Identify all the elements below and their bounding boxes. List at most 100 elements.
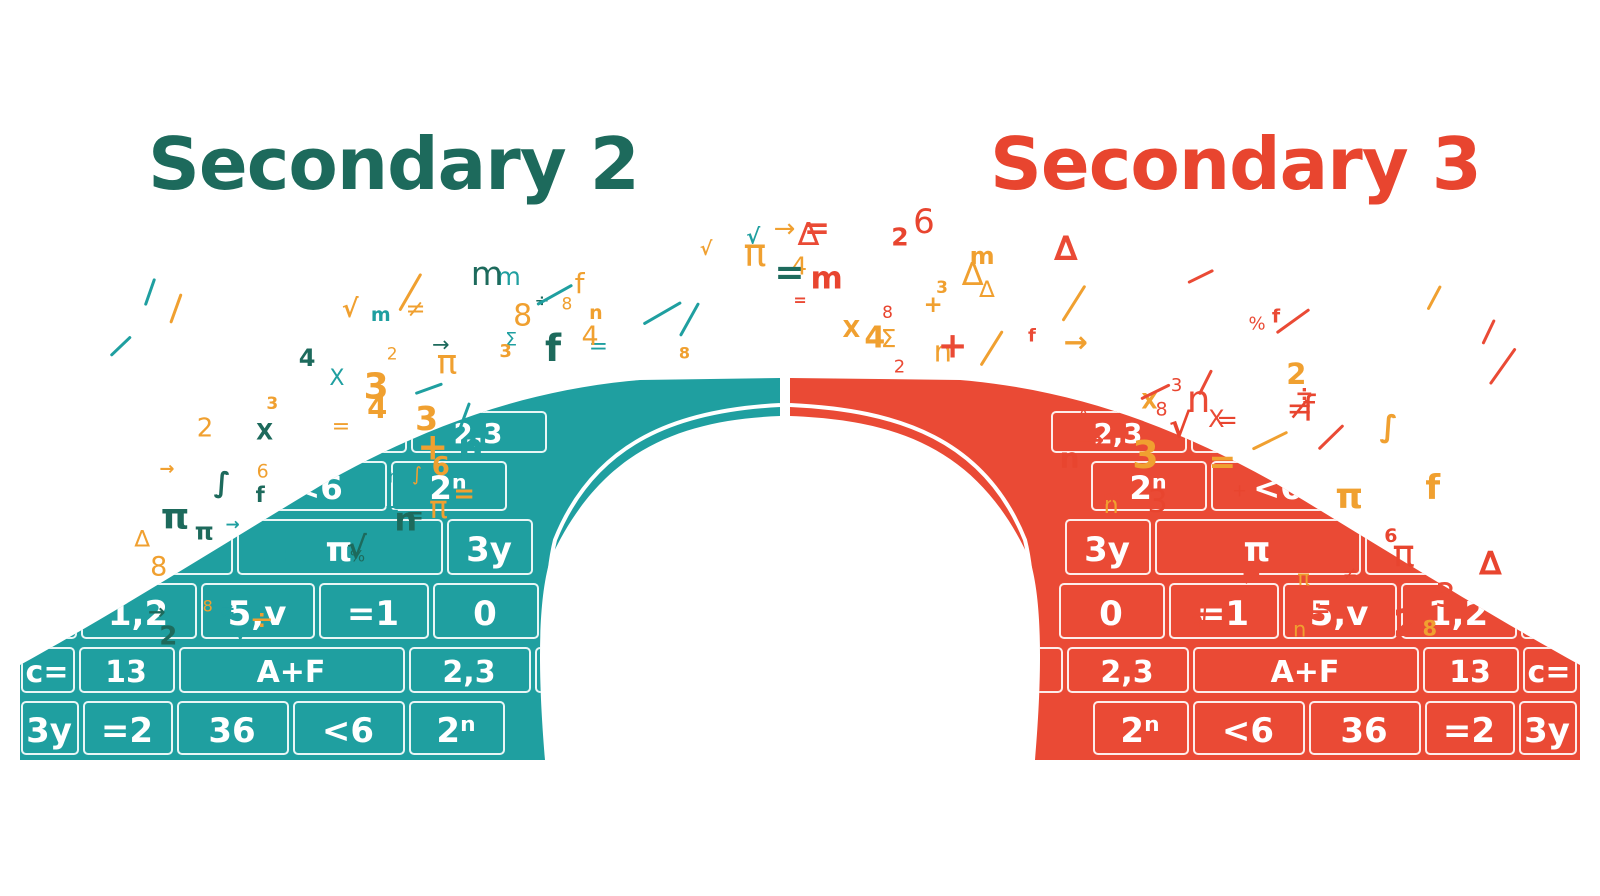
svg-text:m: m [371, 304, 391, 326]
svg-text:2: 2 [159, 622, 177, 652]
svg-text:=: = [589, 333, 608, 359]
svg-text:÷: ÷ [1491, 385, 1504, 403]
secondary-2-heading: Secondary 2 [148, 122, 640, 206]
svg-text:∆: ∆ [1054, 229, 1078, 269]
svg-text:4: 4 [253, 385, 264, 403]
svg-text:4: 4 [299, 344, 316, 372]
svg-text:∆: ∆ [961, 255, 984, 293]
svg-text:Σ: Σ [56, 530, 79, 570]
svg-text:→: → [432, 332, 450, 356]
svg-text:n: n [1293, 618, 1306, 642]
svg-text:=: = [804, 210, 830, 246]
svg-text:f: f [575, 267, 586, 300]
svg-text:÷: ÷ [1295, 382, 1313, 407]
svg-text:n: n [394, 500, 417, 538]
svg-text:c=: c= [26, 655, 69, 690]
svg-text:π: π [743, 231, 766, 275]
svg-text:m: m [497, 262, 521, 291]
svg-text:3y: 3y [466, 530, 512, 570]
svg-text:2ⁿ: 2ⁿ [429, 469, 466, 507]
svg-text:2: 2 [387, 345, 398, 365]
svg-text:m: m [471, 254, 503, 293]
svg-text:2,3: 2,3 [442, 655, 495, 690]
svg-text:3: 3 [364, 366, 389, 407]
svg-text:Σ: Σ [881, 324, 897, 353]
svg-text:=1: =1 [1197, 594, 1249, 634]
svg-text:36: 36 [208, 711, 255, 751]
svg-text:→: → [774, 214, 796, 244]
svg-text:Σ: Σ [505, 329, 517, 351]
svg-text:+: + [417, 426, 448, 469]
svg-text:4: 4 [1536, 594, 1560, 634]
svg-text:=: = [332, 415, 350, 440]
svg-text:%: % [350, 547, 365, 566]
svg-text:0: 0 [473, 594, 497, 634]
svg-text:π: π [437, 343, 457, 383]
svg-text:c=: c= [1528, 655, 1571, 690]
svg-text:=: = [385, 499, 400, 520]
svg-text:3: 3 [1132, 433, 1158, 477]
svg-text:π: π [161, 497, 189, 538]
svg-text:8: 8 [203, 597, 213, 616]
svg-text:f: f [1303, 389, 1317, 430]
svg-text:6: 6 [913, 202, 935, 242]
svg-text:=: = [1208, 442, 1236, 481]
svg-text:8: 8 [513, 299, 532, 334]
svg-text:0: 0 [1099, 594, 1123, 634]
svg-text:=2: =2 [1443, 711, 1495, 751]
svg-text:8: 8 [882, 303, 893, 323]
svg-text:3: 3 [1435, 575, 1456, 614]
svg-text:<6: <6 [322, 711, 374, 751]
svg-text:13: 13 [105, 655, 147, 690]
svg-text:∆: ∆ [134, 526, 151, 552]
svg-text:√: √ [746, 225, 761, 249]
svg-text:<6: <6 [1222, 711, 1274, 751]
svg-text:=2: =2 [1498, 469, 1548, 507]
svg-text:+: + [1232, 480, 1247, 501]
svg-text:→: → [148, 600, 166, 624]
svg-text:8: 8 [1155, 399, 1167, 421]
svg-text:∆: ∆ [797, 215, 820, 253]
svg-text:3: 3 [1147, 482, 1167, 520]
svg-text:÷: ÷ [91, 385, 104, 403]
svg-text:X: X [329, 366, 344, 391]
svg-text:√: √ [1169, 406, 1192, 445]
svg-text:4: 4 [864, 321, 885, 356]
svg-text:π: π [1335, 477, 1363, 517]
svg-text:=: = [793, 290, 806, 309]
svg-text:≠: ≠ [1241, 562, 1262, 591]
svg-text:3: 3 [1190, 613, 1204, 638]
svg-text:m: m [1103, 487, 1122, 509]
svg-text:=: = [406, 504, 424, 528]
svg-text:3: 3 [1171, 375, 1182, 396]
svg-text:√: √ [347, 531, 368, 566]
svg-text:f: f [1425, 468, 1441, 508]
svg-text:m: m [970, 242, 995, 270]
svg-text:+: + [924, 292, 943, 318]
svg-text:8: 8 [561, 295, 572, 315]
svg-text:≠: ≠ [1342, 563, 1357, 584]
svg-text:<6: <6 [293, 469, 343, 507]
svg-text:f: f [1272, 306, 1281, 328]
svg-text:3: 3 [499, 341, 512, 362]
svg-text:5,v: 5,v [1310, 594, 1369, 634]
svg-text:13: 13 [1449, 655, 1491, 690]
svg-text:≠: ≠ [220, 600, 236, 622]
svg-text:n: n [589, 302, 603, 324]
svg-text:2ⁿ: 2ⁿ [436, 711, 475, 751]
svg-text:→: → [1064, 325, 1088, 359]
svg-text:6: 6 [1384, 525, 1397, 547]
svg-text:=1: =1 [347, 594, 399, 634]
svg-text:π: π [195, 517, 214, 545]
svg-text:2ⁿ: 2ⁿ [1129, 469, 1166, 507]
svg-text:3y: 3y [1084, 530, 1130, 570]
svg-text:f: f [545, 327, 562, 370]
svg-text:∆: ∆ [1479, 544, 1502, 583]
svg-text:=: = [260, 536, 289, 576]
svg-text:Σ: Σ [1516, 530, 1539, 570]
svg-text:6: 6 [257, 461, 269, 483]
svg-text:=2: =2 [101, 711, 153, 751]
svg-text:π: π [429, 490, 448, 526]
